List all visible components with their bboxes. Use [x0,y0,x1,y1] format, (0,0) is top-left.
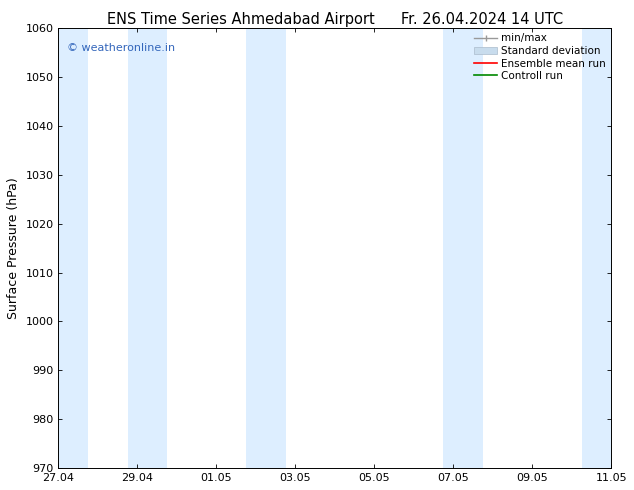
Text: Fr. 26.04.2024 14 UTC: Fr. 26.04.2024 14 UTC [401,12,563,27]
Bar [58,28,88,468]
Bar [246,28,285,468]
Y-axis label: Surface Pressure (hPa): Surface Pressure (hPa) [7,177,20,319]
Bar [581,28,611,468]
Text: ENS Time Series Ahmedabad Airport: ENS Time Series Ahmedabad Airport [107,12,375,27]
Bar [127,28,167,468]
Legend: min/max, Standard deviation, Ensemble mean run, Controll run: min/max, Standard deviation, Ensemble me… [472,31,608,83]
Text: © weatheronline.in: © weatheronline.in [67,44,175,53]
Bar [443,28,483,468]
